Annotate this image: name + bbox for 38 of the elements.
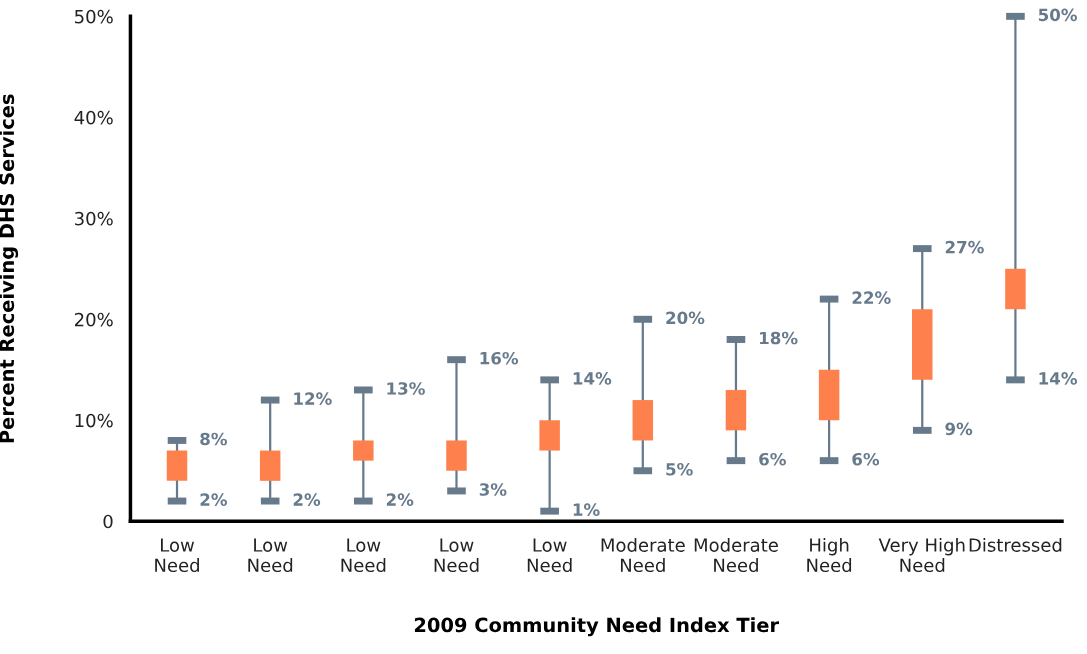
text: 8% [200,432,228,446]
y-tick-label: 40% [74,110,113,125]
x-tick-label: Low Need [527,538,572,573]
text: 50% [1038,8,1078,22]
text: 3% [479,483,507,496]
text: 20% [666,311,705,325]
x-tick-label: Very High Need [878,537,965,573]
y-tick-label: 10% [75,413,113,428]
text: 5% [666,462,693,476]
y-tick-label: 0 [103,514,113,529]
y-axis-title: Percent Receiving DHS Services [0,94,19,443]
text: 14% [1039,372,1078,385]
text: 2% [386,493,414,506]
text: 12% [294,392,332,405]
text: 27% [945,240,984,254]
text: 14% [573,372,612,385]
x-axis-title: 2009 Community Need Index Tier [414,617,779,637]
text: 2% [200,493,228,506]
x-tick-label: Low Need [248,538,293,573]
x-tick-label: Low Need [155,538,199,573]
text: 16% [480,351,519,365]
text: 13% [387,382,425,395]
y-tick-label: 30% [75,211,113,226]
x-tick-label: Moderate Need [601,537,685,573]
text: 18% [760,331,798,345]
text: 2% [293,493,321,506]
x-tick-label: Low Need [434,538,479,573]
y-tick-label: 50% [75,9,113,24]
text: 22% [852,291,891,304]
x-tick-label: High Need [807,537,852,573]
y-tick-label: 20% [74,312,113,327]
x-tick-label: Moderate Need [694,537,778,573]
text: 1% [573,503,600,516]
x-tick-label: Low Need [341,538,386,573]
text: 6% [852,452,880,466]
text: 6% [759,452,786,466]
x-tick-label: Distressed [969,537,1062,552]
text: 9% [945,422,973,436]
